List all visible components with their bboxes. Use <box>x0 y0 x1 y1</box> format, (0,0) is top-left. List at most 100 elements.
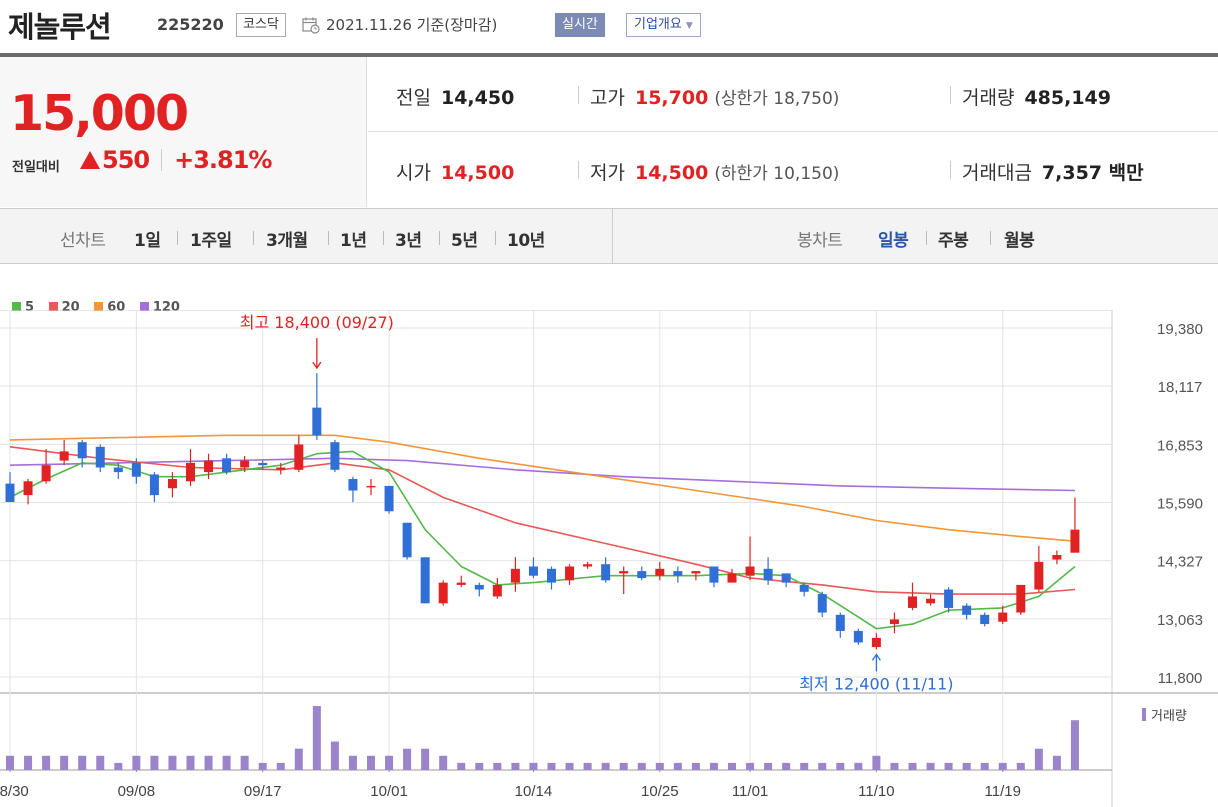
tab-3y[interactable]: 3년 <box>395 231 422 251</box>
volume-bar <box>728 762 736 770</box>
ma20-line <box>9 446 1076 595</box>
candle-body <box>41 465 51 482</box>
volume-legend-label: 거래량 <box>1151 709 1187 724</box>
volume-bar <box>457 762 466 770</box>
prev-close: 전일 14,450 <box>396 83 514 110</box>
candle-body <box>528 566 538 576</box>
candle-body <box>1034 561 1044 590</box>
change-label: 전일대비 <box>12 160 60 175</box>
candle-body <box>204 460 214 473</box>
candle-body <box>1070 529 1080 553</box>
price-change: 550 +3.81% <box>80 146 272 174</box>
volume-legend-swatch <box>1142 708 1146 721</box>
tab-1w[interactable]: 1주일 <box>190 231 232 251</box>
x-tick-label: 09/08 <box>118 783 156 800</box>
open-value: 14,500 <box>440 162 515 184</box>
legend-label: 60 <box>107 300 126 315</box>
divider <box>253 231 254 245</box>
legend-ma20: 20 <box>48 300 80 315</box>
legend-swatch <box>48 302 58 311</box>
tab-group-divider <box>612 209 613 263</box>
candle-body <box>113 467 123 473</box>
candle-body <box>908 596 917 608</box>
ma60-line <box>9 434 1076 542</box>
company-info-label: 기업개요 <box>634 17 682 32</box>
volume-bar <box>746 762 755 770</box>
candle-body <box>312 407 322 436</box>
candle-body <box>583 564 593 567</box>
y-tick-label: 16,853 <box>1157 437 1203 454</box>
candle-body <box>366 485 376 488</box>
candle-body <box>438 582 448 604</box>
y-tick-label: 11,800 <box>1158 670 1203 687</box>
header: 제놀루션 225220 코스닥 2021.11.26 기준(장마감) 실시간 기… <box>0 0 1218 55</box>
tab-3m[interactable]: 3개월 <box>266 231 308 251</box>
price-chart[interactable]: 19,380 18,117 16,853 15,590 14,327 13,063 11,8… <box>0 310 1218 807</box>
tab-1y[interactable]: 1년 <box>340 231 367 251</box>
volume-bar <box>312 706 321 770</box>
header-divider <box>0 53 1218 57</box>
volume-bar <box>673 762 682 770</box>
company-info-dropdown[interactable]: 기업개요 ▼ <box>626 13 701 37</box>
low-label: 저가 <box>590 162 625 184</box>
volume: 거래량 485,149 <box>962 83 1111 110</box>
x-tick-label: 11/01 <box>732 783 768 800</box>
high-label: 고가 <box>590 87 625 109</box>
tab-1d[interactable]: 1일 <box>134 231 161 251</box>
tab-10y[interactable]: 10년 <box>507 231 545 251</box>
candle-body <box>456 582 466 585</box>
y-tick-label: 13,063 <box>1157 612 1203 629</box>
low-arrow-head <box>871 653 881 661</box>
volume-bar <box>836 762 845 770</box>
legend-swatch <box>12 302 21 311</box>
divider <box>950 161 951 179</box>
candle-body <box>492 584 502 597</box>
volume-bar <box>114 762 123 770</box>
open-label: 시가 <box>396 162 431 184</box>
candle-body <box>601 564 611 581</box>
candle-body <box>330 442 340 470</box>
candle-body <box>510 568 520 583</box>
lower-limit: (하한가 10,150) <box>714 164 840 184</box>
candle-body <box>655 568 665 576</box>
volume-bar <box>655 762 664 770</box>
volume-bar <box>1016 762 1025 770</box>
candle-body <box>745 566 755 576</box>
x-tick-label: 10/14 <box>515 783 553 800</box>
volume-bar <box>222 755 231 770</box>
divider <box>990 231 991 245</box>
legend-label: 20 <box>61 300 80 315</box>
candle-body <box>998 612 1008 622</box>
candle-body <box>186 462 195 482</box>
volume-bar <box>96 755 105 770</box>
volume-bar <box>854 762 863 770</box>
realtime-button[interactable]: 실시간 <box>555 13 605 37</box>
candle-body <box>95 446 105 468</box>
candle-body <box>474 584 484 590</box>
volume-bar <box>511 762 520 770</box>
volume-bar <box>944 762 953 770</box>
tab-5y[interactable]: 5년 <box>451 231 478 251</box>
legend-label: 5 <box>25 300 35 315</box>
divider <box>383 231 384 245</box>
y-tick-label: 15,590 <box>1157 496 1203 513</box>
x-tick-label: 11/19 <box>985 783 1021 800</box>
candle-body <box>258 462 268 466</box>
change-percent: +3.81% <box>174 146 272 174</box>
quote-row-1: 전일 14,450 고가 15,700 (상한가 18,750) 거래량 485,14… <box>368 57 1218 132</box>
volume-bar <box>619 762 628 770</box>
candle-body <box>222 458 232 473</box>
tab-monthly[interactable]: 월봉 <box>1004 231 1035 251</box>
divider <box>926 231 927 245</box>
tab-daily[interactable]: 일봉 <box>878 231 909 251</box>
candle-body <box>727 573 737 583</box>
candle-body <box>871 637 881 648</box>
high-arrow-head <box>312 361 322 370</box>
candle-body <box>835 614 845 631</box>
stock-code: 225220 <box>157 15 224 34</box>
volume-bar <box>186 755 195 770</box>
candle-body <box>980 614 990 625</box>
legend-swatch <box>139 302 149 311</box>
volume-bar <box>403 748 412 770</box>
tab-weekly[interactable]: 주봉 <box>938 231 969 251</box>
